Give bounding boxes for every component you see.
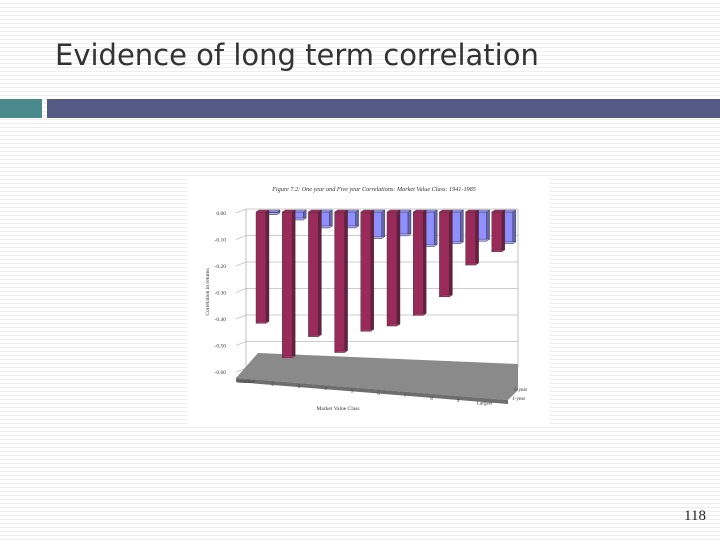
bar-1-year-top (281, 209, 296, 213)
bar-1-year-bottom (386, 323, 401, 327)
title-underline-bar (47, 99, 720, 118)
grid-slant (235, 261, 247, 267)
bar-1-year-side (449, 209, 453, 298)
bar-1-year (412, 209, 427, 316)
bar-5-year-side (329, 209, 333, 229)
bar-1-year-bottom (412, 313, 427, 316)
chart-floor (236, 353, 518, 400)
chart-image: Figure 7.2: One year and Five year Corre… (188, 178, 550, 426)
bar-1-year-top (412, 209, 427, 213)
series-label-5-year: 5-year (514, 387, 528, 393)
bar-1-year (464, 209, 480, 266)
bar-1-year-side (396, 209, 401, 327)
bar-1-year-front (439, 211, 450, 298)
bar-1-year (255, 209, 270, 324)
bar-1-year-front (255, 211, 267, 324)
bar-1-year (438, 209, 454, 298)
bar-1-year-side (501, 209, 505, 253)
bar-1-year (333, 209, 349, 353)
x-tick-label: 9 (457, 398, 460, 404)
bar-1-year-front (334, 211, 345, 353)
bar-5-year-side (433, 209, 438, 247)
bar-1-year-bottom (438, 294, 454, 298)
bar-1-year-bottom (491, 249, 506, 252)
bar-5-year (317, 209, 334, 229)
bar-1-year-top (386, 209, 401, 213)
bar-5-year-side (407, 209, 412, 237)
y-tick-label: -0.10 (215, 238, 227, 244)
bar-1-year-bottom (464, 262, 480, 266)
bar-1-year-top (464, 209, 480, 213)
correlation-chart: Figure 7.2: One year and Five year Corre… (205, 186, 528, 412)
bar-1-year-side (475, 209, 479, 266)
x-tick-label: 8 (430, 396, 433, 402)
bar-1-year-side (370, 209, 375, 332)
title-accent-bar (0, 99, 42, 118)
bar-1-year (307, 209, 323, 337)
x-axis-label: Market Value Class (317, 406, 360, 412)
bar-1-year-side (265, 209, 270, 324)
bar-1-year-front (360, 211, 372, 332)
y-tick-label: 0.00 (216, 211, 226, 217)
x-tick-label: 5 (351, 389, 354, 395)
bar-1-year-top (438, 209, 454, 213)
y-tick-label: -0.50 (215, 344, 227, 350)
bar-1-year-side (422, 209, 427, 316)
bar-1-year-front (465, 211, 476, 266)
bar-1-year-bottom (281, 355, 296, 358)
y-tick-label: -0.30 (215, 291, 227, 297)
y-axis-label: Correlation in returns (205, 268, 211, 315)
bar-5-year-side (355, 209, 359, 229)
bar-1-year (281, 209, 296, 359)
slide-title: Evidence of long term correlation (55, 38, 539, 72)
chart-title: Figure 7.2: One year and Five year Corre… (271, 186, 476, 193)
bar-1-year-bottom (333, 350, 349, 353)
y-tick-label: -0.40 (215, 317, 227, 323)
page-number: 118 (684, 508, 706, 524)
bar-1-year-bottom (307, 334, 323, 337)
grid-slant (235, 235, 247, 240)
bar-5-year-side (460, 209, 464, 245)
x-tick-label: 7 (404, 393, 407, 399)
x-tick-label: 4 (324, 386, 327, 392)
bar-1-year-front (386, 211, 398, 327)
bar-1-year-bottom (360, 329, 375, 332)
bar-1-year-front (308, 211, 319, 337)
bar-1-year (491, 209, 506, 253)
x-tick-label: Smallest (237, 379, 255, 385)
bar-5-year-side (486, 209, 490, 242)
bar-5-year-side (381, 209, 386, 239)
y-tick-label: -0.20 (215, 264, 227, 270)
bar-1-year-top (360, 209, 375, 213)
bar-1-year-front (281, 211, 293, 358)
bar-1-year-front (412, 211, 424, 316)
grid-slant (235, 288, 247, 293)
bar-1-year-top (255, 209, 270, 213)
y-tick-label: -0.60 (215, 370, 227, 376)
x-tick-label: 3 (298, 384, 301, 390)
bar-1-year-front (491, 211, 502, 252)
bar-5-year (343, 209, 360, 229)
bar-1-year-top (491, 209, 506, 213)
bar-1-year-top (307, 209, 323, 213)
bar-1-year-side (344, 209, 348, 353)
bar-1-year-side (318, 209, 322, 337)
bar-1-year (386, 209, 401, 327)
bar-1-year-side (291, 209, 296, 359)
x-tick-label: 2 (271, 381, 274, 387)
bar-1-year (360, 209, 375, 332)
grid-slant (235, 208, 247, 214)
bar-5-year (422, 209, 438, 247)
grid-slant (235, 341, 247, 346)
x-tick-label: 6 (377, 391, 380, 397)
x-tick-label: Largest (477, 401, 493, 407)
chart-floor-edge (236, 378, 508, 404)
series-label-1-year: 1-year (512, 396, 526, 402)
bar-5-year-side (512, 209, 516, 245)
grid-slant (235, 314, 247, 320)
bar-1-year-top (333, 209, 349, 213)
bar-1-year-bottom (255, 321, 270, 324)
